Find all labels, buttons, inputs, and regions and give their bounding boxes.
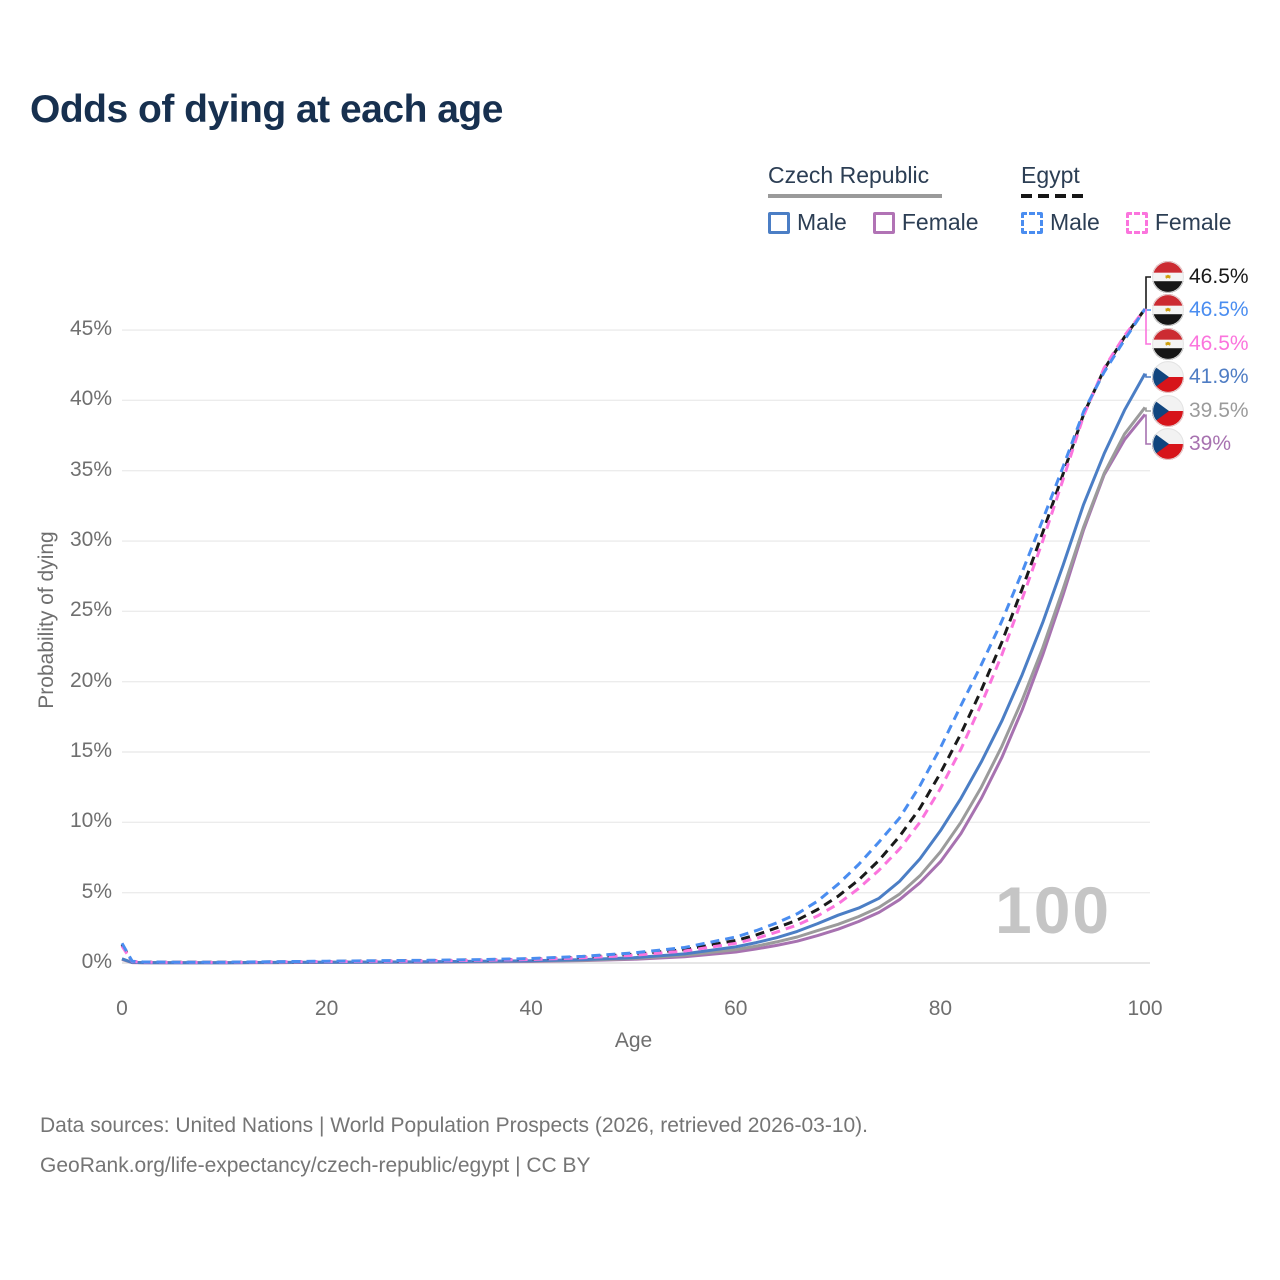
egypt-flag xyxy=(1152,328,1184,360)
x-tick-label: 80 xyxy=(928,997,953,1020)
y-tick-label: 45% xyxy=(69,317,112,341)
egypt-dashed-line-sample xyxy=(1021,194,1087,198)
y-tick-label: 5% xyxy=(81,879,112,903)
czechia-flag xyxy=(1152,428,1184,460)
x-tick-label: 60 xyxy=(724,997,748,1020)
egypt-flag-icon xyxy=(1152,261,1184,293)
x-tick-label: 20 xyxy=(314,997,339,1020)
y-tick-label: 30% xyxy=(69,528,112,552)
end-value-label: 46.5% xyxy=(1189,265,1249,288)
czech-male-swatch-icon xyxy=(768,211,790,234)
x-tick-label: 0 xyxy=(116,997,128,1020)
y-tick-label: 35% xyxy=(69,457,112,481)
age-watermark: 100 xyxy=(995,873,1112,947)
legend-group-egypt: Egypt Male Female xyxy=(1021,162,1232,236)
end-label-row: 41.9% xyxy=(1152,361,1249,393)
end-label-row: 46.5% xyxy=(1152,261,1249,293)
x-tick-label: 100 xyxy=(1127,997,1163,1020)
end-label-row: 46.5% xyxy=(1152,294,1249,326)
y-tick-label: 40% xyxy=(69,387,112,411)
end-value-label: 46.5% xyxy=(1189,298,1249,321)
czech-flag-icon xyxy=(1152,361,1184,393)
y-tick-label: 25% xyxy=(69,598,112,622)
czech-solid-line-sample xyxy=(768,194,942,198)
legend-item-czech-male[interactable]: Male xyxy=(768,209,847,236)
x-axis-title: Age xyxy=(614,1029,653,1052)
end-value-label: 39% xyxy=(1189,432,1232,455)
czechia-flag xyxy=(1152,361,1184,393)
egypt-male-swatch-icon xyxy=(1021,211,1043,234)
legend-label-egypt-female: Female xyxy=(1154,209,1232,235)
end-value-label: 39.5% xyxy=(1189,399,1249,422)
legend-item-egypt-female[interactable]: Female xyxy=(1125,209,1232,236)
y-axis-title: Probability of dying xyxy=(35,531,58,709)
legend-label-czech-male: Male xyxy=(797,209,847,235)
y-tick-label: 10% xyxy=(69,809,112,833)
end-label-row: 39% xyxy=(1152,428,1231,460)
end-value-label: 46.5% xyxy=(1189,332,1249,355)
legend-label-czech-female: Female xyxy=(901,209,979,235)
egypt-flag-icon xyxy=(1152,328,1184,360)
end-label-row: 46.5% xyxy=(1152,328,1249,360)
footer: Data sources: United Nations | World Pop… xyxy=(40,1106,868,1186)
legend-title-egypt: Egypt xyxy=(1021,162,1080,188)
czechia-flag xyxy=(1152,395,1184,427)
czech-flag-icon xyxy=(1152,428,1184,460)
egypt-female-swatch-icon xyxy=(1125,211,1148,234)
czech-flag-icon xyxy=(1152,395,1184,427)
egypt-flag xyxy=(1152,294,1184,326)
y-tick-label: 15% xyxy=(69,739,112,762)
footer-data-sources: Data sources: United Nations | World Pop… xyxy=(40,1114,869,1137)
egypt-flag-icon xyxy=(1152,294,1184,326)
legend-item-czech-female[interactable]: Female xyxy=(872,209,979,236)
y-tick-label: 20% xyxy=(69,668,112,692)
legend-item-egypt-male[interactable]: Male xyxy=(1021,209,1100,236)
end-label-row: 39.5% xyxy=(1152,395,1249,427)
footer-attribution: GeoRank.org/life-expectancy/czech-republ… xyxy=(40,1154,591,1177)
egypt-flag xyxy=(1152,261,1184,293)
x-tick-label: 40 xyxy=(519,997,543,1020)
legend-title-czech-republic: Czech Republic xyxy=(768,162,930,188)
y-tick-label: 0% xyxy=(81,950,112,973)
czech-female-swatch-icon xyxy=(872,211,895,234)
page-title: Odds of dying at each age xyxy=(30,88,503,131)
legend-label-egypt-male: Male xyxy=(1050,209,1100,235)
end-value-label: 41.9% xyxy=(1189,365,1249,388)
legend-group-czech-republic: Czech Republic Male Female xyxy=(768,162,979,236)
